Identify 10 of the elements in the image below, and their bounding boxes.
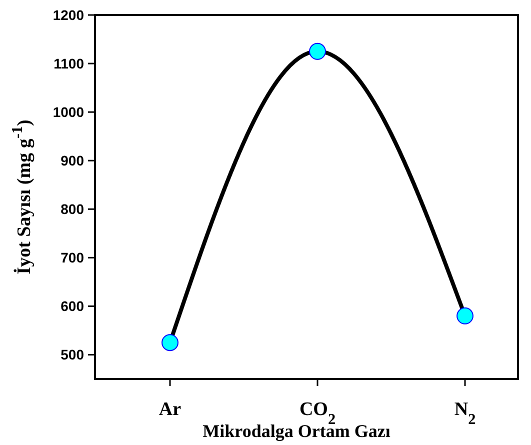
y-tick-label: 500 (60, 346, 84, 363)
y-tick-label: 900 (60, 152, 84, 168)
x-tick-label: N$_{2}$ (454, 399, 476, 428)
y-tick-label: 1100 (54, 55, 84, 72)
y-tick-label: 600 (60, 298, 84, 314)
y-tick-label: 800 (60, 201, 84, 218)
y-tick-label: 1200 (52, 6, 84, 23)
y-tick-label: 1000 (52, 104, 84, 120)
x-tick-label: Ar (158, 399, 182, 420)
y-tick-label: 700 (60, 250, 84, 266)
